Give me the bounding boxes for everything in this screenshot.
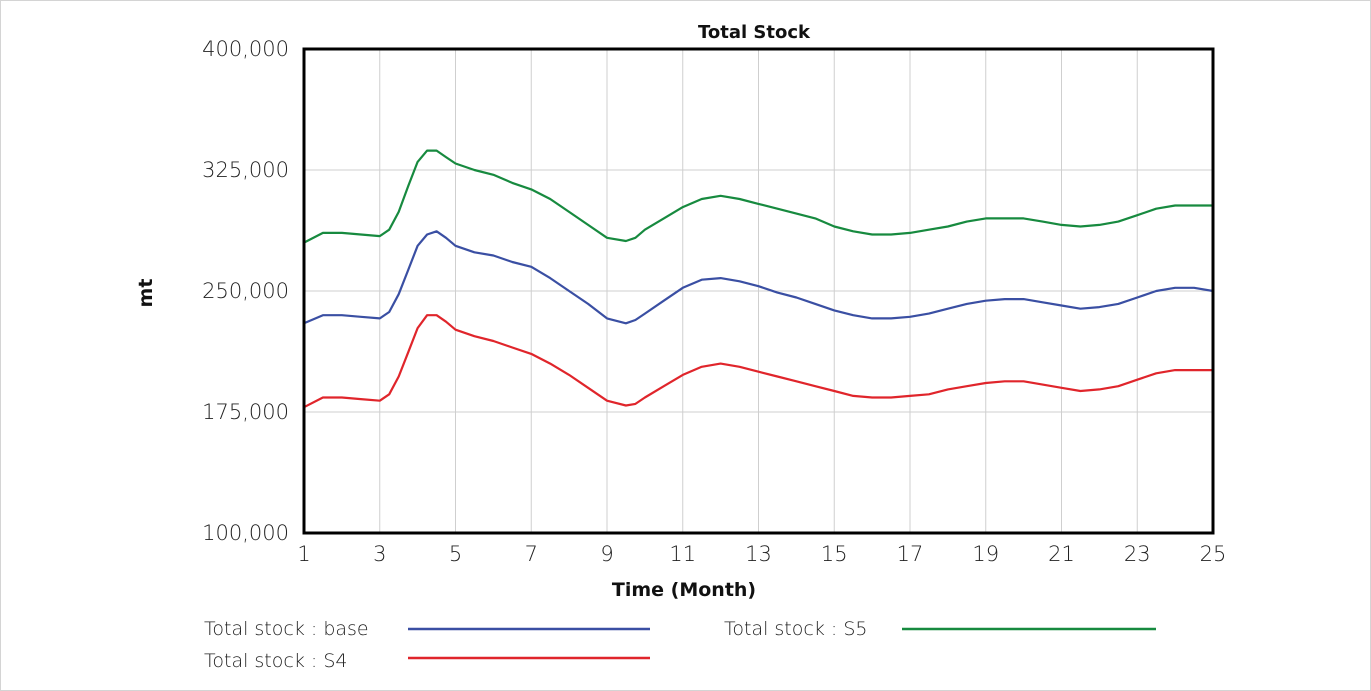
y-tick-label: 100,000	[202, 521, 289, 545]
series-line	[303, 314, 1213, 409]
plot-area-border	[302, 47, 1215, 535]
x-tick-label: 11	[669, 542, 696, 566]
series-lines	[303, 149, 1214, 409]
y-axis-label: mt	[135, 279, 157, 308]
y-axis-ticks: 100,000 175,000 250,000 325,000 400,000	[202, 37, 289, 545]
x-tick-label: 9	[600, 542, 613, 566]
x-tick-label: 13	[745, 542, 772, 566]
x-tick-label: 5	[449, 542, 462, 566]
y-tick-label: 175,000	[202, 400, 289, 424]
x-tick-label: 25	[1200, 542, 1227, 566]
legend-label: Total stock : S5	[724, 618, 867, 640]
legend-label: Total stock : S4	[204, 650, 347, 672]
gridlines	[304, 49, 1213, 533]
x-axis-ticks: 1 3 5 7 9 11 13 15 17 19 21 23 25	[297, 542, 1226, 566]
y-tick-label: 325,000	[202, 158, 289, 182]
chart-title: Total Stock	[698, 22, 811, 43]
legend-label: Total stock : base	[204, 618, 369, 640]
x-axis-label: Time (Month)	[612, 579, 756, 601]
x-tick-label: 17	[897, 542, 924, 566]
x-tick-label: 21	[1048, 542, 1075, 566]
series-line	[303, 230, 1214, 325]
x-tick-label: 23	[1124, 542, 1151, 566]
x-tick-label: 3	[373, 542, 386, 566]
series-line	[303, 149, 1213, 244]
x-tick-label: 19	[972, 542, 999, 566]
x-tick-label: 7	[525, 542, 538, 566]
x-tick-label: 1	[297, 542, 310, 566]
y-tick-label: 400,000	[202, 37, 289, 61]
x-tick-label: 15	[821, 542, 848, 566]
legend: Total stock : base Total stock : S4 Total …	[204, 618, 1156, 672]
y-tick-label: 250,000	[202, 279, 289, 303]
